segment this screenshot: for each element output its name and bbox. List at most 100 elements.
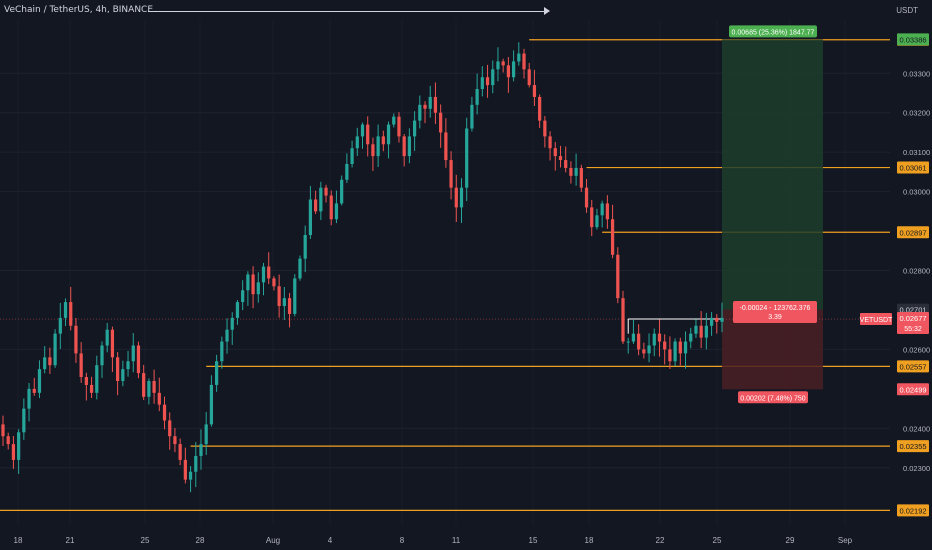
candle-body (647, 345, 651, 354)
pnl-label-box (733, 301, 817, 323)
candle-body (444, 132, 448, 161)
candle-body (293, 278, 297, 314)
candle-body (79, 353, 83, 378)
level-price-tag (897, 226, 929, 239)
level-price-tag-text: 0.03061 (899, 164, 926, 173)
time-tick-label: 21 (66, 536, 75, 545)
candle-body (58, 317, 62, 334)
grid (0, 20, 890, 525)
level-price-tag-text: 0.02557 (899, 362, 926, 371)
candle-body (652, 333, 656, 346)
candle-body (334, 203, 339, 220)
time-axis[interactable]: 18 21 25 28 Aug 4 8 11 15 18 22 25 29 Sep (14, 536, 853, 545)
candle-body (595, 215, 599, 228)
candle-body (689, 333, 693, 342)
candle-body (355, 136, 359, 149)
candle-body (308, 199, 313, 236)
candle-body (668, 349, 672, 362)
candle-body (621, 298, 625, 342)
candle-body (230, 317, 234, 330)
time-tick-label: 29 (786, 536, 795, 545)
candle-body (657, 333, 662, 342)
price-tick-label: 0.02600 (903, 345, 930, 354)
candle-body (43, 357, 47, 370)
level-price-tag (897, 161, 929, 174)
stop-price-tag-text: 0.02499 (899, 385, 926, 394)
candle-body (324, 187, 328, 196)
candle-body (69, 302, 73, 326)
candle-body (173, 436, 177, 445)
stop-price-tag (897, 383, 929, 396)
candle-body (386, 124, 391, 145)
candle-body (199, 444, 203, 456)
price-tick-label: 0.03100 (903, 148, 930, 157)
candle-body (485, 77, 490, 86)
candle-body (381, 136, 385, 145)
candle-body (532, 85, 537, 97)
candle-body (376, 136, 380, 157)
target-price-tag-text: 0.03386 (899, 35, 926, 44)
candle-body (496, 61, 500, 70)
candle-body (95, 365, 99, 393)
candle-body (709, 317, 714, 326)
price-tick-label: 0.02800 (903, 267, 930, 276)
level-price-tag-text: 0.02897 (899, 228, 926, 237)
pnl-text-1: -0.00024 - 123762.376 (740, 305, 811, 312)
candle-body (642, 349, 646, 354)
candle-body (152, 380, 156, 393)
candle-body (298, 258, 302, 279)
last-price-text: 0.02677 (899, 314, 926, 323)
time-tick-label: 25 (141, 536, 150, 545)
candle-body (605, 203, 609, 220)
candle-body (371, 144, 375, 157)
candle-body (407, 136, 412, 157)
candle-body (699, 325, 703, 338)
level-price-tag (897, 504, 929, 517)
candle-body (538, 96, 542, 121)
long-position-tool[interactable]: 0.00685 (25.36%) 1847.77 -0.00024 - 12376… (722, 25, 823, 404)
candle-body (491, 69, 495, 86)
candle-body (162, 404, 167, 421)
candle-body (313, 199, 318, 212)
pnl-text-2: 3.39 (768, 314, 782, 321)
candle-body (168, 420, 172, 437)
candle-body (511, 61, 516, 78)
target-label-text: 0.00685 (25.36%) 1847.77 (732, 29, 815, 36)
candle-body (241, 290, 245, 303)
candle-body (116, 357, 120, 381)
candle-body (256, 282, 260, 295)
candle-body (579, 167, 583, 188)
candle-body (267, 266, 271, 279)
level-price-tag (897, 360, 929, 373)
candle-body (564, 160, 568, 168)
candle-body (142, 373, 146, 397)
candle-body (215, 361, 219, 385)
candle-body (319, 187, 323, 212)
candle-body (517, 53, 521, 62)
time-tick-label: Aug (266, 536, 280, 545)
price-tick-label: 0.02300 (903, 464, 930, 473)
candle-body (715, 317, 719, 322)
candle-body (194, 455, 198, 472)
arrow-right-icon (544, 7, 550, 15)
candle-body (663, 341, 667, 350)
candle-body (37, 369, 42, 393)
candle-body (345, 164, 349, 180)
time-tick-label: 8 (400, 536, 405, 545)
candle-body (131, 345, 135, 362)
candle-body (470, 104, 474, 129)
candle-body (48, 357, 52, 366)
candle-body (350, 148, 354, 165)
candle-body (392, 116, 396, 125)
profit-zone[interactable] (722, 39, 823, 310)
price-tick-label: 0.03300 (903, 69, 930, 78)
price-axis[interactable]: 0.03300 0.03200 0.03100 0.03000 0.02800 0.026… (860, 33, 930, 517)
candles (0, 42, 890, 493)
candle-body (616, 254, 620, 299)
candle-body (626, 341, 630, 343)
candle-body (220, 341, 224, 362)
candle-body (121, 369, 125, 381)
candle-body (475, 89, 479, 105)
time-tick-label: 25 (713, 536, 722, 545)
